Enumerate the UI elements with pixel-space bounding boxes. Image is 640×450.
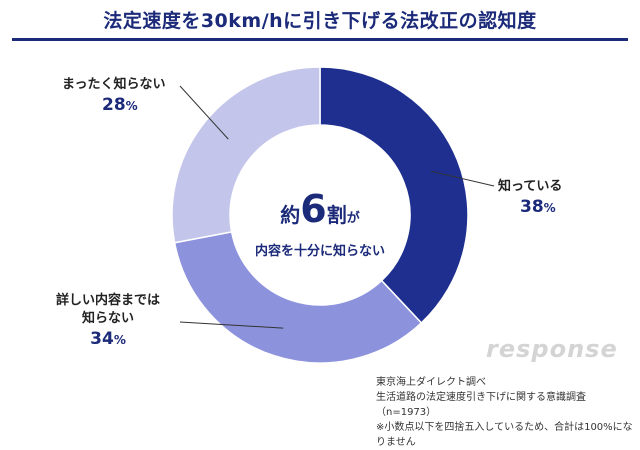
label-know: 知っている 38% (498, 178, 562, 219)
label-detail-value: 34% (90, 329, 126, 349)
donut-slice-2 (173, 230, 423, 364)
center-particle: が (346, 211, 360, 226)
label-detail-name-1: 詳しい内容までは (55, 293, 160, 308)
label-notknow: まったく知らない 28% (62, 76, 165, 117)
label-know-value: 38% (520, 197, 556, 217)
center-headline: 約6割が (230, 190, 410, 238)
center-text: 約6割が 内容を十分に知らない (230, 190, 410, 259)
donut-chart (171, 66, 495, 364)
source-line-3: ※小数点以下を四捨五入しているため、合計は100%になりません (376, 422, 633, 448)
center-suffix: 割 (326, 203, 347, 227)
source-line-1: 東京海上ダイレクト調べ (376, 377, 486, 388)
label-detail-name-2: 知らない (81, 311, 134, 326)
center-prefix: 約 (280, 203, 301, 227)
center-subtext: 内容を十分に知らない (254, 244, 385, 259)
leader-line-3 (179, 85, 229, 140)
label-notknow-name: まったく知らない (62, 77, 166, 92)
center-number: 6 (300, 187, 327, 231)
leader-line-2 (179, 321, 284, 329)
title-underline (12, 38, 628, 41)
label-detail: 詳しい内容までは 知らない 34% (42, 292, 174, 351)
donut-slice-1 (319, 66, 469, 324)
chart-title: 法定速度を30km/hに引き下げる法改正の認知度 (103, 10, 537, 32)
label-notknow-value: 28% (102, 95, 138, 115)
watermark-logo: response (486, 335, 618, 363)
label-know-name: 知っている (498, 179, 563, 194)
source-line-2: 生活道路の法定速度引き下げに関する意識調査（n=1973） (376, 392, 586, 418)
donut-slice-3 (171, 66, 321, 244)
leader-line-1 (430, 170, 495, 187)
source-note: 東京海上ダイレクト調べ 生活道路の法定速度引き下げに関する意識調査（n=1973… (376, 375, 640, 450)
